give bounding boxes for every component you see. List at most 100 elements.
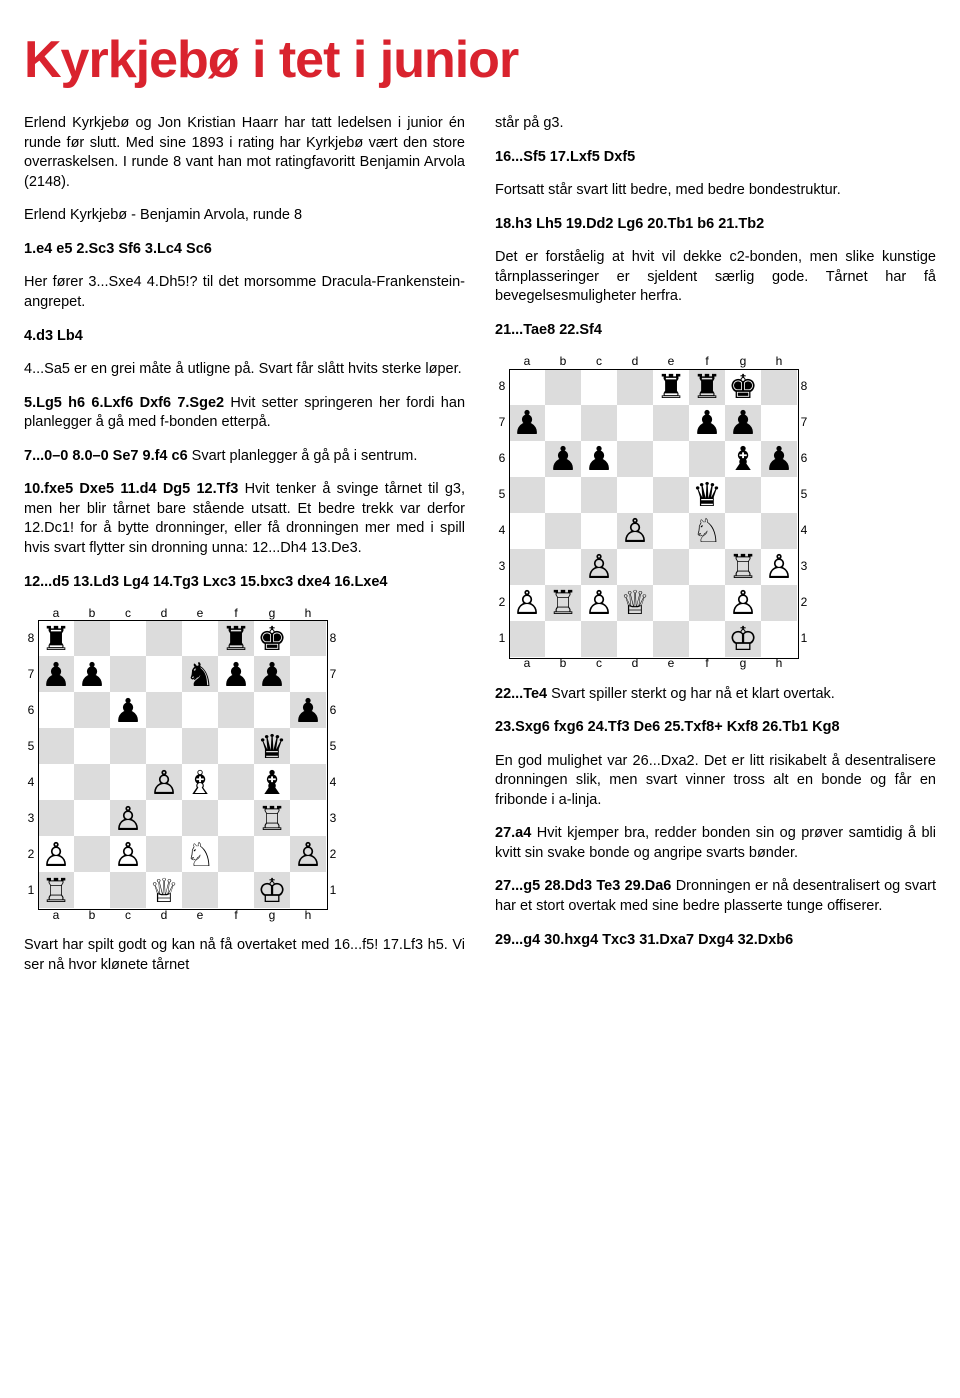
square-e4: [653, 513, 689, 549]
square-c2: ♙: [581, 585, 617, 621]
file-label: e: [653, 657, 689, 671]
rank-label: 3: [24, 800, 38, 836]
moveline: 4.d3 Lb4: [24, 328, 83, 344]
square-d2: ♕: [617, 585, 653, 621]
file-label: b: [545, 657, 581, 671]
file-label: a: [38, 606, 74, 620]
square-d5: [146, 728, 182, 764]
moves-r1: 16...Sf5 17.Lxf5 Dxf5: [495, 148, 936, 168]
square-e8: [182, 620, 218, 656]
moveline: 22...Te4: [495, 686, 547, 702]
rank-label: 4: [495, 513, 509, 549]
square-f5: ♛: [689, 477, 725, 513]
file-label: d: [146, 606, 182, 620]
rank-label: 6: [797, 441, 811, 477]
square-b3: [74, 800, 110, 836]
moves-1: 1.e4 e5 2.Sc3 Sf6 3.Lc4 Sc6: [24, 240, 465, 260]
square-c4: [581, 513, 617, 549]
square-d6: [146, 692, 182, 728]
square-c6: ♟: [581, 441, 617, 477]
file-label: g: [725, 355, 761, 369]
square-f6: [218, 692, 254, 728]
rank-label: 8: [326, 620, 340, 656]
square-e5: [653, 477, 689, 513]
square-g5: [725, 477, 761, 513]
moveline: 7...0–0 8.0–0 Se7 9.f4 c6: [24, 448, 188, 464]
square-a6: [509, 441, 545, 477]
square-d5: [617, 477, 653, 513]
board-1-caption: Svart har spilt godt og kan nå få overta…: [24, 936, 465, 975]
rank-label: 4: [326, 764, 340, 800]
file-label: a: [509, 657, 545, 671]
moveline: 1.e4 e5 2.Sc3 Sf6 3.Lc4 Sc6: [24, 241, 212, 257]
rank-label: 1: [495, 621, 509, 657]
square-a7: ♟: [38, 656, 74, 692]
square-f8: ♜: [218, 620, 254, 656]
left-column: Erlend Kyrkjebø og Jon Kristian Haarr ha…: [24, 114, 465, 989]
moveline: 16...Sf5 17.Lxf5 Dxf5: [495, 149, 635, 165]
square-g5: ♛: [254, 728, 290, 764]
square-g1: ♔: [254, 872, 290, 908]
moveline: 18.h3 Lh5 19.Dd2 Lg6 20.Tb1 b6 21.Tb2: [495, 216, 764, 232]
square-a3: [509, 549, 545, 585]
square-a6: [38, 692, 74, 728]
square-f7: ♟: [689, 405, 725, 441]
square-e3: [182, 800, 218, 836]
file-label: h: [761, 657, 797, 671]
moves-r2: 18.h3 Lh5 19.Dd2 Lg6 20.Tb1 b6 21.Tb2: [495, 215, 936, 235]
square-e2: [653, 585, 689, 621]
file-label: g: [254, 606, 290, 620]
moveline: 29...g4 30.hxg4 Txc3 31.Dxa7 Dxg4 32.Dxb…: [495, 932, 793, 948]
square-c1: [110, 872, 146, 908]
square-e7: [653, 405, 689, 441]
moveline: 23.Sxg6 fxg6 24.Tf3 De6 25.Txf8+ Kxf8 26…: [495, 719, 840, 735]
square-c5: [110, 728, 146, 764]
square-c3: ♙: [110, 800, 146, 836]
square-e3: [653, 549, 689, 585]
square-d7: [146, 656, 182, 692]
square-h4: [761, 513, 797, 549]
square-h7: [290, 656, 326, 692]
moves-2: 4.d3 Lb4: [24, 327, 465, 347]
square-c6: ♟: [110, 692, 146, 728]
square-d1: [617, 621, 653, 657]
file-label: b: [74, 908, 110, 922]
square-f3: [218, 800, 254, 836]
square-e1: [653, 621, 689, 657]
moveline: 12...d5 13.Ld3 Lg4 14.Tg3 Lxc3 15.bxc3 d…: [24, 574, 388, 590]
square-a3: [38, 800, 74, 836]
moveline: 21...Tae8 22.Sf4: [495, 322, 602, 338]
square-f2: [218, 836, 254, 872]
file-label: h: [761, 355, 797, 369]
square-b4: [545, 513, 581, 549]
square-f3: [689, 549, 725, 585]
file-label: d: [146, 908, 182, 922]
para-moves-3: 5.Lg5 h6 6.Lxf6 Dxf6 7.Sge2 Hvit setter …: [24, 394, 465, 433]
square-a1: [509, 621, 545, 657]
file-label: c: [110, 908, 146, 922]
square-b3: [545, 549, 581, 585]
square-c1: [581, 621, 617, 657]
rank-label: 3: [326, 800, 340, 836]
square-a8: [509, 369, 545, 405]
square-h6: ♟: [761, 441, 797, 477]
file-label: c: [110, 606, 146, 620]
file-label: e: [182, 908, 218, 922]
square-g8: ♚: [725, 369, 761, 405]
movecomment: Hvit kjemper bra, redder bonden sin og p…: [495, 825, 936, 861]
square-h8: [761, 369, 797, 405]
square-h1: [761, 621, 797, 657]
rank-label: 7: [24, 656, 38, 692]
square-h4: [290, 764, 326, 800]
square-b7: ♟: [74, 656, 110, 692]
square-g1: ♔: [725, 621, 761, 657]
square-a4: [38, 764, 74, 800]
square-g8: ♚: [254, 620, 290, 656]
square-b4: [74, 764, 110, 800]
rank-label: 1: [797, 621, 811, 657]
rank-label: 5: [495, 477, 509, 513]
para-cont: står på g3.: [495, 114, 936, 134]
square-e6: [182, 692, 218, 728]
square-c7: [581, 405, 617, 441]
chess-board-2: abcdefgh8♜♜♚87♟♟♟76♟♟♝♟65♛54♙♘43♙♖♙32♙♖♙…: [495, 355, 811, 671]
